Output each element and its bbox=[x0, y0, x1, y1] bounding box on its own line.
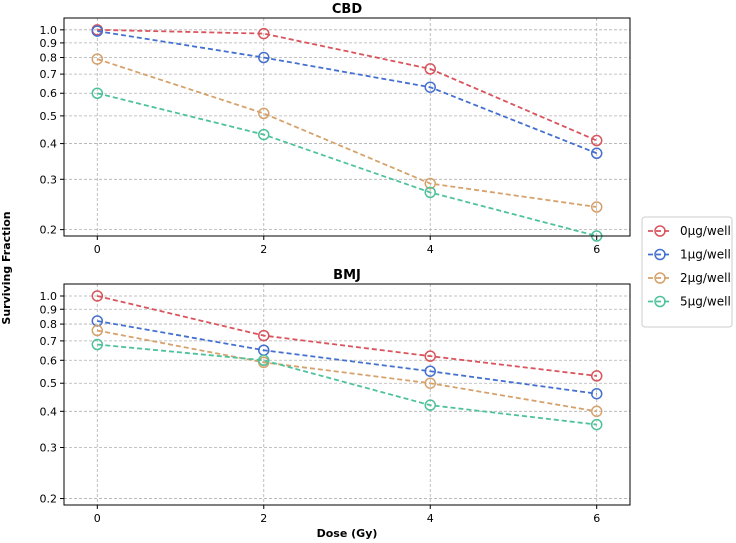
cbd-plot-frame bbox=[63, 17, 631, 237]
cbd-series-1-g-well-point-0 bbox=[91, 25, 104, 37]
cbd-series-2-g-well-point-3 bbox=[590, 201, 603, 213]
bmj-ytick-label-1-0: 1.0 bbox=[40, 290, 58, 303]
bmj-ytick-label-0-2: 0.2 bbox=[40, 493, 58, 506]
bmj-series-2-g-well-point-2 bbox=[424, 377, 436, 389]
bmj-ytick-label-0-6: 0.6 bbox=[40, 354, 58, 367]
shared-y-axis-label: Surviving Fraction bbox=[0, 211, 13, 324]
cbd-series-1-g-well-line bbox=[97, 30, 598, 155]
cbd-xtick-label-6: 6 bbox=[593, 243, 600, 256]
cbd-xtick-label-2: 2 bbox=[260, 243, 267, 256]
cbd-series-0-g-well-line bbox=[97, 28, 598, 142]
legend-0-g-well-label: 0µg/well bbox=[680, 224, 731, 238]
cbd-ytick-label-1-0: 1.0 bbox=[40, 24, 58, 37]
bmj-series-1-g-well-point-2 bbox=[424, 365, 436, 377]
cbd-series-2-g-well-point-1 bbox=[258, 107, 270, 120]
cbd-series-0-g-well-point-2 bbox=[424, 63, 436, 75]
bmj-series-5-g-well-point-0 bbox=[91, 338, 104, 351]
cbd-panel: 0 2 4 6 0.2 0.3 0.4 0.5 0.6 0.7 0.8 0.91.0 CBD bbox=[40, 2, 631, 256]
bmj-panel: 0 2 4 6 0.2 0.3 0.4 0.5 0.6 0.7 0.8 0.91.0 BMJ Dose (… bbox=[40, 268, 631, 540]
cbd-xtick-label-0: 0 bbox=[94, 243, 101, 256]
bmj-series-0-g-well-point-1 bbox=[258, 329, 270, 342]
bmj-series-5-g-well-point-1 bbox=[258, 354, 270, 367]
cbd-series-0-g-well-point-3 bbox=[590, 134, 603, 147]
cbd-ytick-label-0-7: 0.7 bbox=[40, 68, 58, 81]
bmj-series-0-g-well-point-2 bbox=[424, 350, 436, 362]
cbd-ytick-label-0-9: 0.9 bbox=[40, 37, 58, 50]
legend: 0µg/well 1µg/well 2µg/well 5µg/well bbox=[641, 216, 733, 328]
cbd-series-0-g-well-point-1 bbox=[258, 27, 270, 40]
bmj-series-2-g-well-line bbox=[97, 329, 597, 413]
bmj-series-5-g-well-line bbox=[97, 343, 597, 426]
cbd-ytick-label-0-8: 0.8 bbox=[40, 52, 58, 65]
bmj-series-0-g-well-point-3 bbox=[590, 370, 603, 382]
legend-2-g-well-swatch-marker bbox=[654, 272, 666, 284]
bmj-xtick-label-4: 4 bbox=[427, 512, 434, 525]
bmj-x-axis-label: Dose (Gy) bbox=[317, 527, 378, 540]
legend-5-g-well-swatch-marker bbox=[654, 295, 666, 308]
cbd-series-2-g-well-line bbox=[97, 58, 597, 208]
legend-0-g-well-swatch-marker bbox=[654, 225, 666, 237]
bmj-series-0-g-well-line bbox=[97, 295, 597, 377]
cbd-title: CBD bbox=[332, 2, 362, 17]
bmj-series-2-g-well-point-3 bbox=[590, 405, 603, 418]
cbd-series-5-g-well-point-0 bbox=[91, 87, 104, 99]
bmj-ytick-label-0-5: 0.5 bbox=[40, 377, 58, 390]
bmj-ytick-label-0-7: 0.7 bbox=[40, 335, 58, 348]
cbd-ytick-label-0-3: 0.3 bbox=[40, 173, 58, 186]
bmj-ytick-label-0-4: 0.4 bbox=[40, 405, 58, 418]
cbd-ytick-label-0-2: 0.2 bbox=[40, 224, 58, 237]
bmj-series-5-g-well-point-3 bbox=[590, 418, 603, 431]
cbd-ytick-label-0-4: 0.4 bbox=[40, 138, 58, 151]
cbd-xtick-label-4: 4 bbox=[427, 243, 434, 256]
legend-2-g-well-label: 2µg/well bbox=[680, 271, 731, 285]
cbd-series-1-g-well-point-1 bbox=[258, 51, 270, 64]
cbd-ytick-label-0-5: 0.5 bbox=[40, 110, 58, 123]
legend-1-g-well-label: 1µg/well bbox=[680, 248, 731, 262]
bmj-ytick-label-0-8: 0.8 bbox=[40, 318, 58, 331]
cbd-ytick-label-0-6: 0.6 bbox=[40, 87, 58, 100]
bmj-ytick-label-0-9: 0.9 bbox=[40, 303, 58, 316]
bmj-xtick-label-6: 6 bbox=[593, 512, 600, 525]
bmj-xtick-label-2: 2 bbox=[260, 512, 267, 525]
bmj-series-1-g-well-line bbox=[97, 320, 597, 395]
bmj-series-0-g-well-point-0 bbox=[91, 290, 104, 302]
bmj-xtick-label-0: 0 bbox=[94, 512, 101, 525]
legend-5-g-well-label: 5µg/well bbox=[680, 295, 731, 309]
bmj-ytick-label-0-3: 0.3 bbox=[40, 442, 58, 455]
cbd-series-5-g-well-point-1 bbox=[258, 128, 270, 141]
cbd-series-1-g-well-point-3 bbox=[590, 147, 603, 160]
legend-1-g-well-swatch-marker bbox=[654, 248, 666, 261]
bmj-series-2-g-well-point-0 bbox=[91, 324, 104, 337]
cbd-series-2-g-well-point-0 bbox=[91, 53, 104, 65]
cbd-series-5-g-well-line bbox=[97, 92, 597, 237]
bmj-series-1-g-well-point-3 bbox=[590, 387, 603, 400]
bmj-plot-frame bbox=[63, 283, 631, 506]
cbd-series-5-g-well-point-2 bbox=[424, 186, 436, 199]
bmj-series-5-g-well-point-2 bbox=[424, 399, 436, 411]
cbd-series-2-g-well-point-2 bbox=[424, 177, 436, 190]
cbd-series-1-g-well-point-2 bbox=[424, 81, 436, 93]
bmj-title: BMJ bbox=[333, 268, 361, 283]
